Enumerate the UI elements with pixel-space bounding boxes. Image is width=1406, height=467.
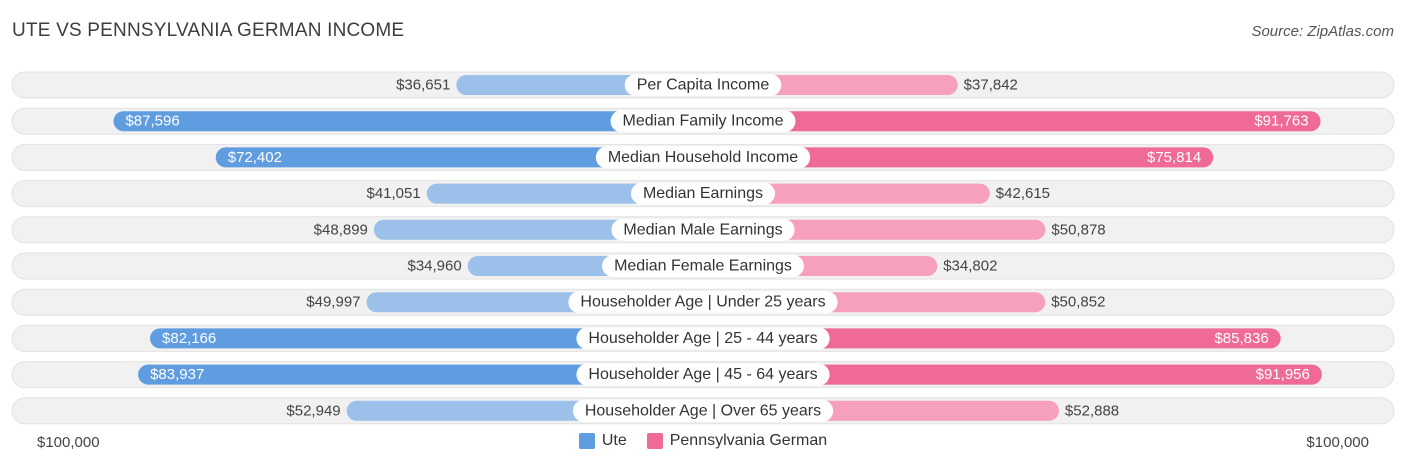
category-pill [610, 110, 796, 133]
category-label: Householder Age | Under 25 years [580, 294, 825, 311]
value-label-pennsylvania-german: $50,852 [1051, 294, 1105, 311]
value-label-ute: $48,899 [314, 221, 368, 238]
value-label-pennsylvania-german: $37,842 [964, 77, 1018, 94]
category-label: Median Family Income [623, 113, 784, 130]
axis-right-label: $100,000 [1306, 434, 1369, 451]
category-label: Median Earnings [643, 185, 763, 202]
legend-swatch-pennsylvania-german [646, 433, 663, 449]
value-label-pennsylvania-german: $91,956 [1256, 366, 1310, 383]
category-pill [595, 146, 811, 169]
bar-pennsylvania-german [703, 183, 990, 204]
bar-ute [150, 328, 703, 349]
category-pill [572, 399, 834, 422]
category-label: Householder Age | 25 - 44 years [588, 330, 817, 347]
value-label-pennsylvania-german: $42,615 [996, 185, 1050, 202]
value-label-pennsylvania-german: $52,888 [1065, 402, 1119, 419]
chart-title: UTE VS PENNSYLVANIA GERMAN INCOME [12, 20, 405, 41]
bar-pennsylvania-german [703, 111, 1321, 132]
category-label: Householder Age | 45 - 64 years [588, 366, 817, 383]
category-label: Median Household Income [608, 149, 798, 166]
bar-ute [113, 111, 703, 132]
value-label-ute: $83,937 [150, 366, 204, 383]
category-label: Median Female Earnings [614, 258, 792, 275]
category-pill [576, 327, 830, 350]
value-label-ute: $41,051 [366, 185, 420, 202]
value-label-ute: $36,651 [396, 77, 450, 94]
value-label-ute: $49,997 [306, 294, 360, 311]
value-label-ute: $87,596 [125, 113, 179, 130]
value-label-ute: $72,402 [228, 149, 282, 166]
axis-left-label: $100,000 [37, 434, 100, 451]
category-pill [611, 218, 795, 241]
value-label-pennsylvania-german: $50,878 [1051, 221, 1105, 238]
bar-pennsylvania-german [703, 147, 1214, 168]
legend-swatch-ute [578, 433, 595, 449]
bar-ute [215, 147, 703, 168]
category-pill [576, 363, 830, 386]
legend-label-ute: Ute [601, 432, 627, 449]
value-label-pennsylvania-german: $91,763 [1254, 113, 1308, 130]
value-label-pennsylvania-german: $75,814 [1147, 149, 1201, 166]
bar-ute [138, 364, 703, 385]
legend: Ute Pennsylvania German [0, 432, 1406, 450]
value-label-ute: $52,949 [286, 402, 340, 419]
legend-item-pennsylvania-german[interactable]: Pennsylvania German [646, 432, 828, 450]
category-pill [630, 182, 776, 205]
legend-item-ute[interactable]: Ute [578, 432, 627, 450]
category-label: Per Capita Income [637, 77, 770, 94]
value-label-ute: $82,166 [162, 330, 216, 347]
bar-pennsylvania-german [703, 328, 1281, 349]
category-pill [602, 255, 804, 277]
value-label-pennsylvania-german: $34,802 [943, 258, 997, 275]
legend-label-pennsylvania-german: Pennsylvania German [669, 432, 828, 449]
category-pill [624, 74, 782, 96]
source-credit: Source: ZipAtlas.com [1251, 23, 1394, 40]
value-label-pennsylvania-german: $85,836 [1214, 330, 1268, 347]
category-label: Householder Age | Over 65 years [585, 402, 821, 419]
value-label-ute: $34,960 [407, 258, 461, 275]
category-pill [568, 291, 838, 314]
category-label: Median Male Earnings [623, 221, 782, 238]
bar-pennsylvania-german [703, 364, 1322, 385]
